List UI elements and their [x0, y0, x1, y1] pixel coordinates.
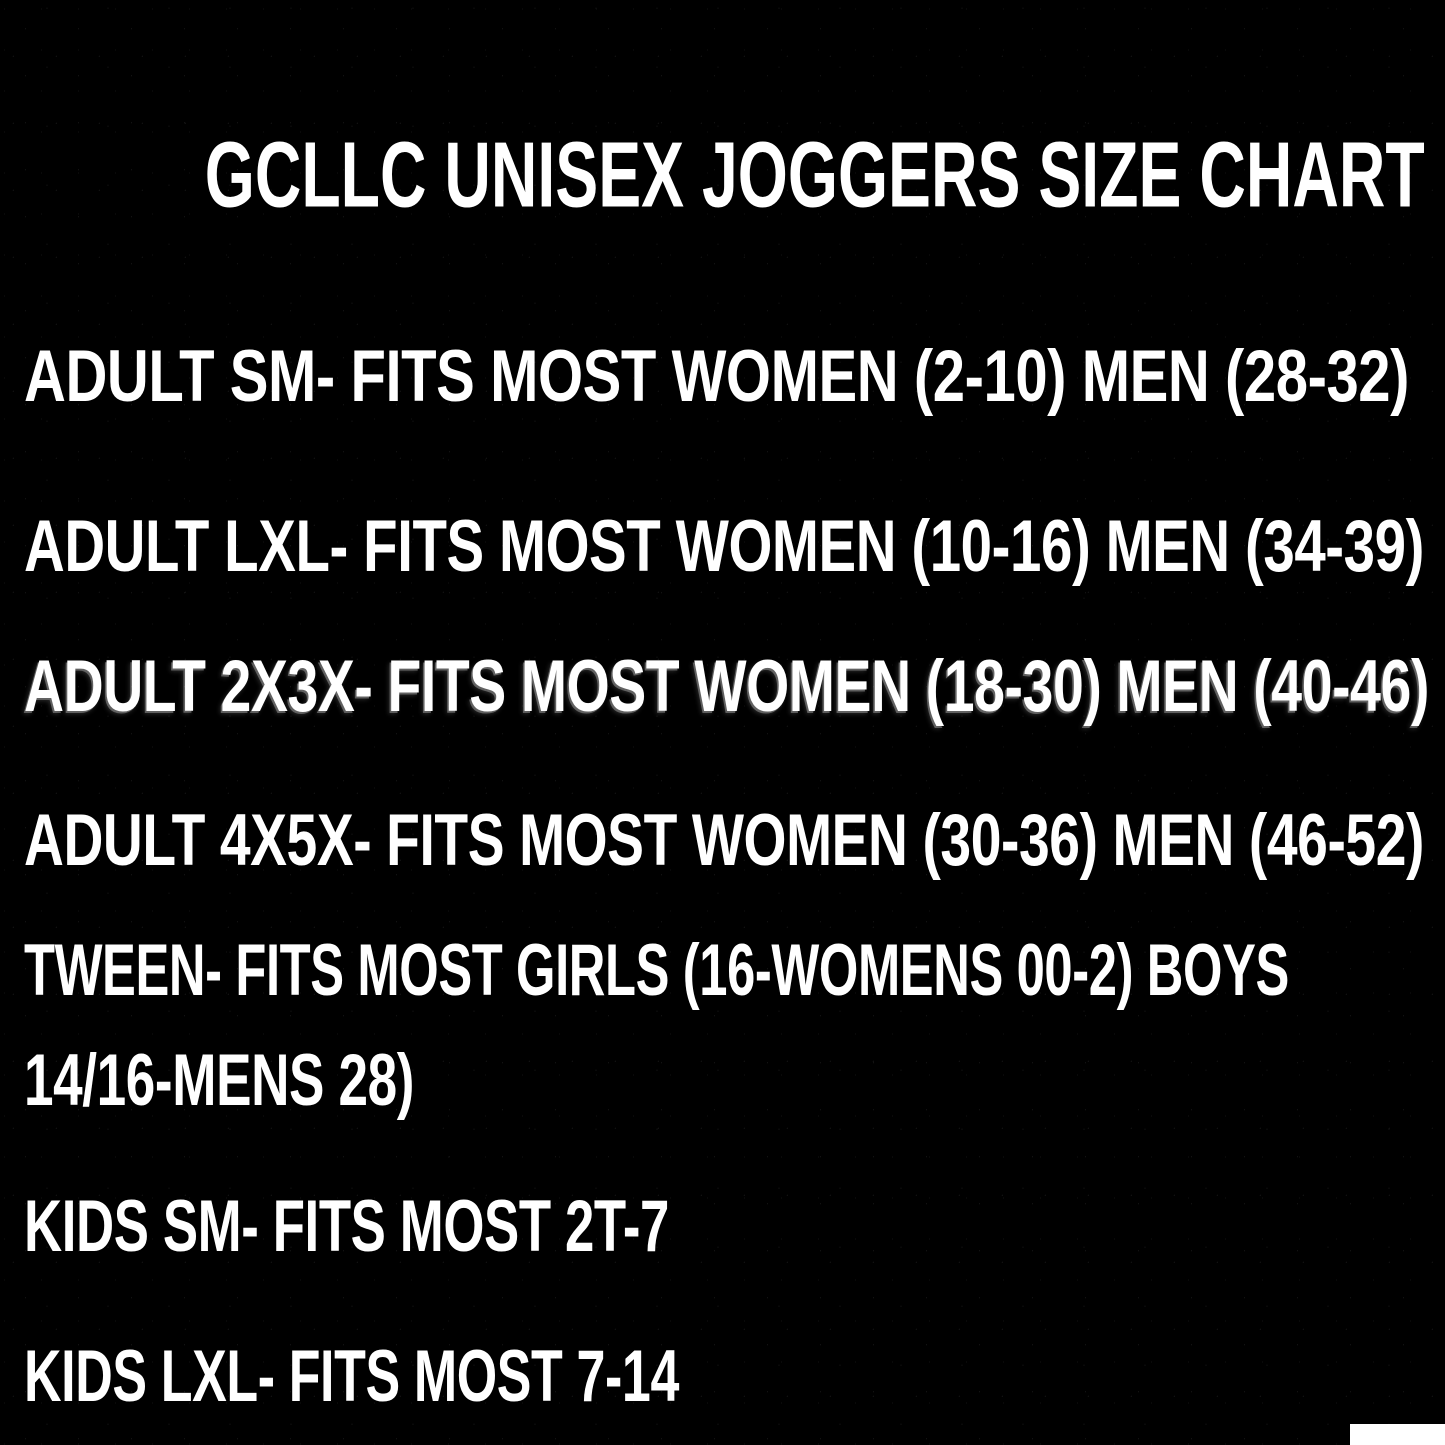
size-entry-adult-4x5x: ADULT 4X5X- FITS MOST WOMEN (30-36) MEN … [24, 798, 1434, 882]
chart-title: GCLLC UNISEX JOGGERS SIZE CHART [0, 129, 1445, 222]
size-entry-label: TWEEN- FITS MOST GIRLS (16-WOMENS 00-2) … [24, 928, 1289, 1012]
size-entry-adult-2x3x: ADULT 2X3X- FITS MOST WOMEN (18-30) MEN … [24, 644, 1434, 728]
size-entry-label: KIDS LXL- FITS MOST 7-14 [24, 1334, 679, 1418]
size-entry-label: ADULT 4X5X- FITS MOST WOMEN (30-36) MEN … [24, 798, 1424, 882]
size-entry-adult-lxl: ADULT LXL- FITS MOST WOMEN (10-16) MEN (… [24, 504, 1434, 588]
corner-white-block [1350, 1424, 1445, 1445]
chart-title-text: GCLLC UNISEX JOGGERS SIZE CHART [204, 123, 1425, 227]
size-entry-label: ADULT LXL- FITS MOST WOMEN (10-16) MEN (… [24, 504, 1424, 588]
size-entry-label: KIDS SM- FITS MOST 2T-7 [24, 1184, 670, 1268]
size-entry-kids-lxl: KIDS LXL- FITS MOST 7-14 [24, 1334, 1434, 1418]
size-entry-adult-sm: ADULT SM- FITS MOST WOMEN (2-10) MEN (28… [24, 334, 1434, 418]
size-entry-label: 14/16-MENS 28) [24, 1038, 415, 1122]
size-entry-label: ADULT 2X3X- FITS MOST WOMEN (18-30) MEN … [24, 644, 1429, 728]
size-entry-label: ADULT SM- FITS MOST WOMEN (2-10) MEN (28… [24, 334, 1410, 418]
size-entry-kids-sm: KIDS SM- FITS MOST 2T-7 [24, 1184, 1434, 1268]
size-entry-tween: TWEEN- FITS MOST GIRLS (16-WOMENS 00-2) … [24, 928, 1434, 1012]
size-entry-tween-continued: 14/16-MENS 28) [24, 1038, 1434, 1122]
